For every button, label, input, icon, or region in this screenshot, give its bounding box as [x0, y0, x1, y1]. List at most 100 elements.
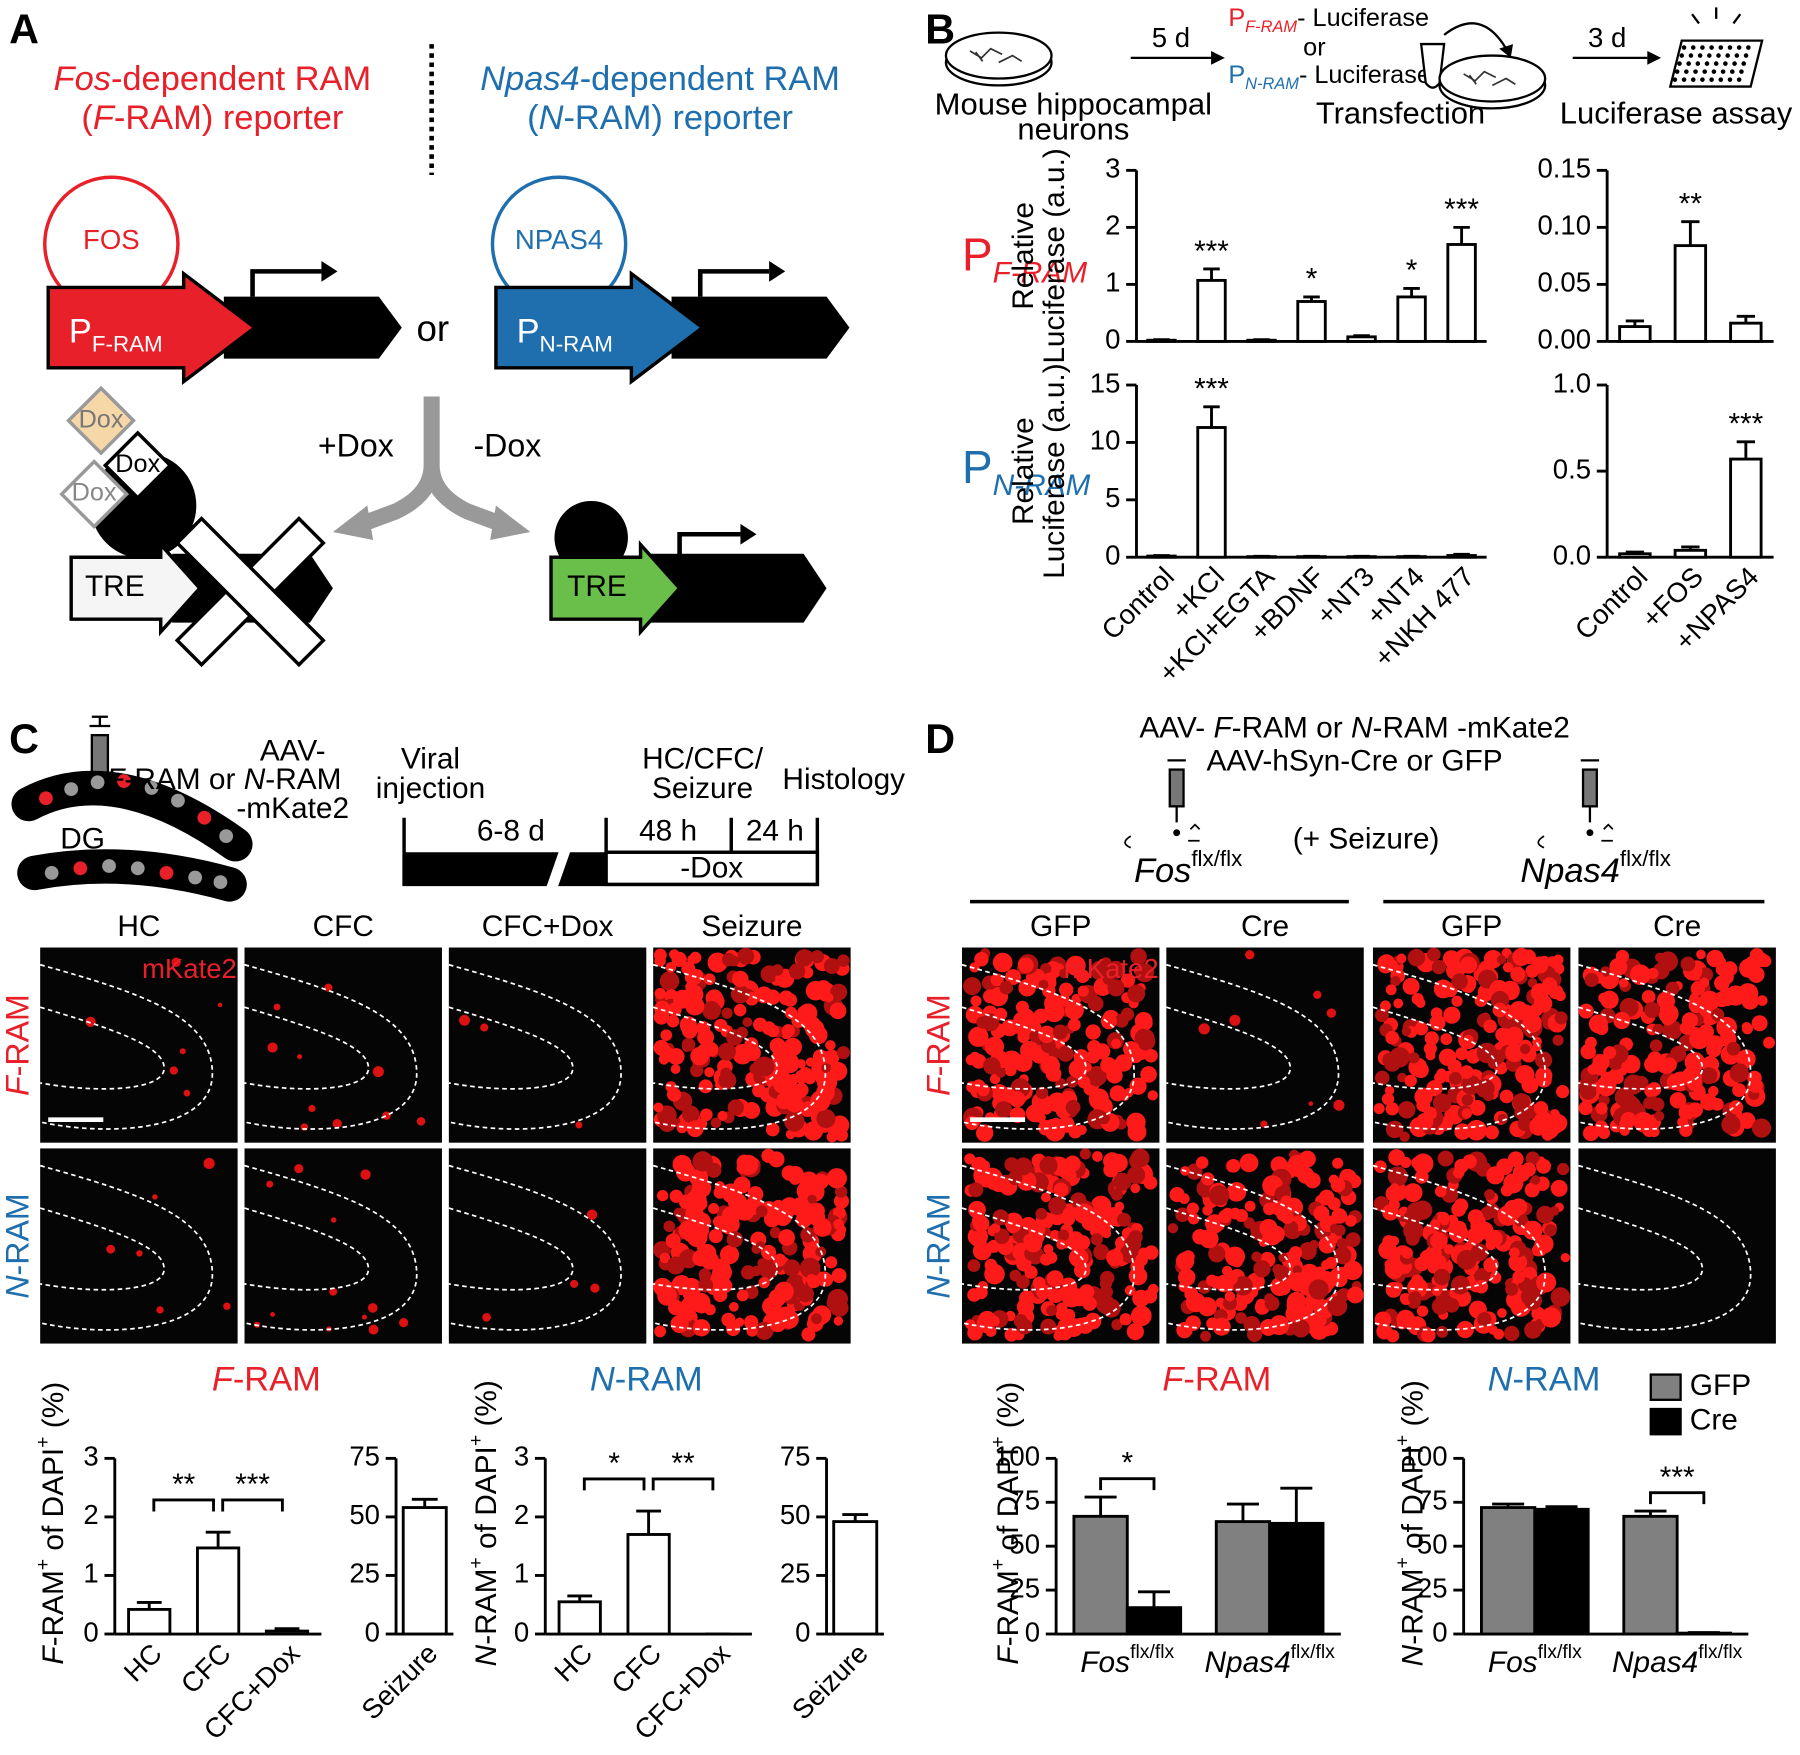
aav-label: AAV-hSyn-Cre or GFP [1207, 745, 1503, 778]
shape [1515, 1065, 1535, 1085]
bar [1675, 1631, 1732, 1636]
error-bar [1203, 267, 1220, 281]
shape [1502, 962, 1514, 973]
step-label: Transfection [1316, 95, 1485, 130]
timeline-phase: 48 h [639, 815, 697, 848]
y-tick-label: 3 [1105, 153, 1120, 184]
y-tick-label: 50 [1417, 1528, 1448, 1559]
shape [1035, 1086, 1049, 1099]
shape [706, 1162, 722, 1178]
y-tick-label: 15 [1090, 367, 1121, 398]
shape [219, 829, 234, 844]
shape [961, 1164, 1136, 1331]
shape [1736, 77, 1742, 82]
shape [1100, 1057, 1117, 1074]
shape [763, 1210, 781, 1228]
shape [1741, 61, 1747, 66]
shape [1375, 1008, 1389, 1023]
shape [1231, 1255, 1243, 1268]
shape [1385, 1185, 1402, 1202]
shape [1040, 1253, 1053, 1266]
row-label: PF-RAM [962, 229, 1087, 290]
label-part: -RAM [0, 1193, 36, 1275]
shape [1313, 990, 1322, 999]
bar [1618, 552, 1652, 559]
bar [1480, 1506, 1537, 1636]
shape [1505, 1043, 1525, 1063]
shape [690, 1293, 705, 1308]
shape [117, 774, 131, 788]
label-part: F [921, 1074, 957, 1096]
shape [971, 1156, 988, 1173]
shape [1043, 1001, 1065, 1023]
shape [1059, 968, 1069, 979]
shape [1313, 1205, 1330, 1222]
shape [1127, 1165, 1146, 1184]
shape [1404, 1074, 1417, 1087]
shape [1549, 1114, 1568, 1132]
legend-swatch [1649, 1373, 1682, 1401]
column-label: HC [117, 910, 160, 943]
panel-label: D [925, 716, 955, 762]
x-tick-label: Npas4flx/flx [1204, 1641, 1335, 1679]
shape [1078, 1209, 1090, 1222]
shape [1321, 1325, 1333, 1337]
shape [1681, 1012, 1699, 1029]
shape [771, 964, 784, 976]
bar [196, 1546, 241, 1636]
shape [1505, 1010, 1515, 1020]
shape [984, 1258, 998, 1272]
protein: NPAS4 [515, 224, 603, 255]
bar [1446, 243, 1477, 343]
shape [1711, 69, 1717, 74]
shape [823, 958, 840, 974]
shape [1497, 1205, 1519, 1226]
shape [223, 1302, 231, 1310]
shape [1374, 1070, 1390, 1086]
shape [658, 1115, 676, 1133]
timeline-label: Seizure [652, 772, 753, 805]
label-part: + [32, 1559, 54, 1570]
shape [1700, 45, 1705, 50]
shape [1697, 53, 1703, 58]
shape [685, 1204, 704, 1223]
label-part: N-RAM [540, 332, 613, 357]
shape [703, 1041, 719, 1057]
shape [1192, 1228, 1208, 1245]
shape [1166, 947, 1364, 1143]
y-tick-label: 2 [1105, 210, 1120, 241]
shape [1244, 1200, 1256, 1212]
shape [1382, 1204, 1399, 1221]
shape [329, 1287, 338, 1296]
shape [1041, 1055, 1061, 1075]
label-part: -RAM) reporter [114, 99, 344, 137]
shape [1019, 1290, 1035, 1306]
shape [1401, 1026, 1412, 1037]
shape [665, 962, 677, 973]
shape [769, 1315, 786, 1333]
shape [1432, 1093, 1452, 1113]
shape [39, 791, 53, 806]
shape [774, 1281, 794, 1302]
shape [1436, 1325, 1449, 1338]
shape [1581, 768, 1598, 808]
bar [557, 1600, 602, 1636]
label-part: P [69, 312, 92, 350]
y-tick-label: 75 [349, 1441, 380, 1472]
shape [1497, 1308, 1507, 1318]
shape [697, 1028, 715, 1046]
shape [582, 1477, 646, 1491]
shape [297, 1054, 303, 1060]
shape [1430, 1232, 1448, 1250]
construct: PF-RAM- Luciferase [1228, 3, 1429, 36]
row-label: F-RAM [0, 994, 36, 1096]
shape [682, 1224, 701, 1243]
shape [769, 1227, 782, 1239]
label-part: (%) [1396, 1380, 1429, 1435]
shape [703, 973, 716, 986]
shape [1200, 1330, 1212, 1342]
y-tick-label: 50 [780, 1499, 811, 1530]
label-part: of DAPI [1396, 1446, 1429, 1557]
shape [1578, 1148, 1776, 1344]
shape [836, 1046, 850, 1060]
